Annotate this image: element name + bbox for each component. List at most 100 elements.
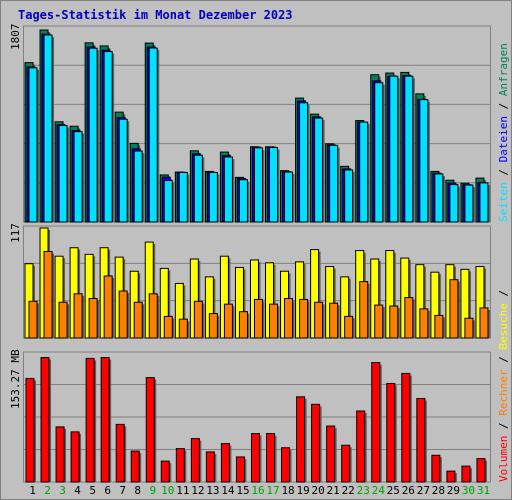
bar-seiten (269, 147, 279, 223)
x-tick-label: 2 (44, 484, 51, 497)
bar-rechner (479, 307, 489, 339)
bar-seiten (28, 67, 38, 223)
x-tick-label: 28 (432, 484, 445, 497)
bar-seiten (103, 51, 113, 223)
bar-rechner (43, 251, 53, 339)
legend-separator: / (497, 96, 510, 116)
legend-separator: / (497, 290, 510, 303)
bar-volumen (250, 433, 260, 483)
bar-rechner (314, 301, 324, 339)
bar-rechner (28, 300, 38, 339)
bar-volumen (145, 377, 155, 483)
bar-seiten (73, 131, 83, 223)
x-tick-label: 23 (357, 484, 370, 497)
bar-seiten (88, 47, 98, 223)
legend-besuche: Besuche (497, 303, 510, 349)
bar-seiten (133, 150, 143, 223)
x-axis-day-labels: 1 2 3 4 5 6 7 8 9 10 11 12 13 14 15 16 17 18 19 20 21 22 23 24 2… (29, 484, 490, 497)
legend-separator: / (497, 416, 510, 436)
bar-seiten (193, 154, 203, 223)
x-tick-label: 30 (462, 484, 475, 497)
x-tick-label: 18 (281, 484, 294, 497)
bar-volumen (160, 460, 170, 483)
bar-rechner (208, 313, 218, 339)
bar-volumen (220, 443, 230, 483)
bar-volumen (130, 450, 140, 483)
bar-seiten (223, 156, 233, 223)
bar-seiten (148, 47, 158, 223)
bar-seiten (479, 182, 489, 223)
x-tick-label: 3 (59, 484, 66, 497)
y-max-label-visits: 117 (9, 223, 22, 243)
bar-volumen (386, 382, 396, 483)
x-tick-label: 31 (477, 484, 490, 497)
bar-rechner (449, 279, 459, 339)
x-tick-label: 13 (206, 484, 219, 497)
bar-seiten (344, 169, 354, 223)
legend-volumen: Volumen (497, 436, 510, 482)
bar-rechner (269, 303, 279, 339)
bar-rechner (223, 303, 233, 339)
bar-volumen (281, 447, 291, 483)
bar-rechner (329, 302, 339, 339)
bars-visits (24, 227, 490, 339)
x-tick-label: 14 (221, 484, 235, 497)
x-tick-label: 22 (342, 484, 355, 497)
x-tick-label: 26 (402, 484, 415, 497)
bar-volumen (431, 454, 441, 483)
bar-volumen (190, 438, 200, 483)
bar-seiten (404, 75, 414, 223)
legend-seiten: Seiten (497, 182, 510, 222)
bar-rechner (374, 304, 384, 339)
svg-text:Seiten / Dateien / Anfragen: Seiten / Dateien / Anfragen (497, 43, 510, 222)
x-tick-label: 1 (29, 484, 36, 497)
chart-title: Tages-Statistik im Monat Dezember 2023 (18, 8, 293, 22)
bar-seiten (253, 147, 263, 223)
x-tick-label: 19 (296, 484, 309, 497)
bar-rechner (133, 301, 143, 339)
bar-volumen (85, 357, 95, 483)
bar-volumen (461, 465, 471, 483)
bar-volumen (416, 397, 426, 483)
bar-rechner (118, 290, 128, 339)
bar-rechner (103, 275, 113, 339)
x-tick-label: 10 (161, 484, 174, 497)
bar-seiten (374, 82, 384, 223)
bar-volumen (100, 357, 110, 483)
bar-seiten (449, 184, 459, 223)
x-tick-label: 7 (119, 484, 126, 497)
bar-rechner (178, 318, 188, 339)
bar-rechner (88, 298, 98, 339)
bar-volumen (70, 431, 80, 483)
bar-rechner (389, 305, 399, 339)
bar-volumen (235, 456, 245, 483)
bar-seiten (299, 102, 309, 223)
bar-seiten (359, 121, 369, 223)
bar-seiten (464, 184, 474, 223)
x-tick-label: 5 (89, 484, 96, 497)
legend-rechner: Rechner (497, 369, 510, 416)
x-tick-label: 29 (447, 484, 460, 497)
bar-volumen (401, 372, 411, 483)
x-tick-label: 11 (176, 484, 189, 497)
bar-rechner (464, 317, 474, 339)
bar-volumen (25, 377, 35, 483)
bar-seiten (314, 117, 324, 223)
bar-rechner (58, 301, 68, 339)
legend-requests: Seiten / Dateien / Anfragen (497, 43, 510, 222)
x-tick-label: 25 (387, 484, 400, 497)
x-tick-label: 16 (251, 484, 264, 497)
x-tick-label: 9 (149, 484, 156, 497)
bar-seiten (178, 171, 188, 223)
bar-rechner (253, 298, 263, 339)
x-tick-label: 15 (236, 484, 249, 497)
panel-requests: 1807 (9, 24, 491, 223)
bar-rechner (73, 293, 83, 339)
bar-volumen (175, 448, 185, 483)
bars-requests (24, 29, 490, 223)
panel-volume: 153.27 MB (9, 349, 491, 483)
bar-rechner (193, 300, 203, 339)
legend-anfragen: Anfragen (497, 43, 510, 96)
bar-seiten (238, 179, 248, 223)
